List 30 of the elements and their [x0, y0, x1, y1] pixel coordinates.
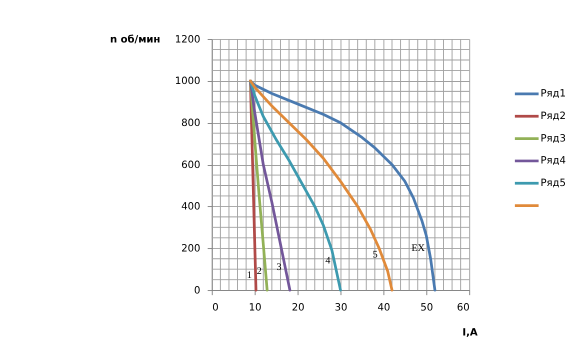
legend-label: Ряд1 [540, 88, 566, 100]
y-axis-title: n об/мин [110, 34, 160, 46]
annotation: 3 [276, 262, 282, 273]
line-series [249, 80, 394, 292]
x-tick-label: 30 [334, 302, 348, 314]
legend-label: Ряд5 [540, 178, 566, 190]
legend-label: Ряд3 [540, 133, 566, 144]
y-tick-label: 0 [194, 285, 200, 296]
y-tick-label: 1000 [174, 76, 200, 88]
line-series [249, 80, 292, 292]
x-tick-label: 10 [248, 302, 262, 314]
y-tick-label: 400 [181, 202, 200, 213]
legend-label: Ряд4 [540, 156, 566, 167]
y-tick-label: 200 [181, 243, 200, 254]
x-tick-label: 60 [456, 302, 470, 314]
legend-label: Ряд2 [540, 110, 566, 122]
y-tick-label: 1200 [174, 34, 200, 46]
annotation: 1 [246, 270, 252, 282]
x-tick-label: 20 [292, 302, 304, 314]
annotation: 4 [325, 256, 330, 267]
annotation: EX [411, 243, 426, 254]
y-tick-label: 800 [181, 118, 200, 129]
y-tick-label: 600 [181, 160, 200, 171]
x-axis-title: I,A [462, 327, 478, 338]
x-tick-label: 0 [212, 302, 219, 314]
annotation: 2 [256, 266, 262, 278]
annotation: 5 [372, 249, 378, 260]
line-series [249, 80, 342, 292]
x-tick-label: 40 [377, 302, 390, 314]
x-tick-label: 50 [420, 302, 434, 314]
